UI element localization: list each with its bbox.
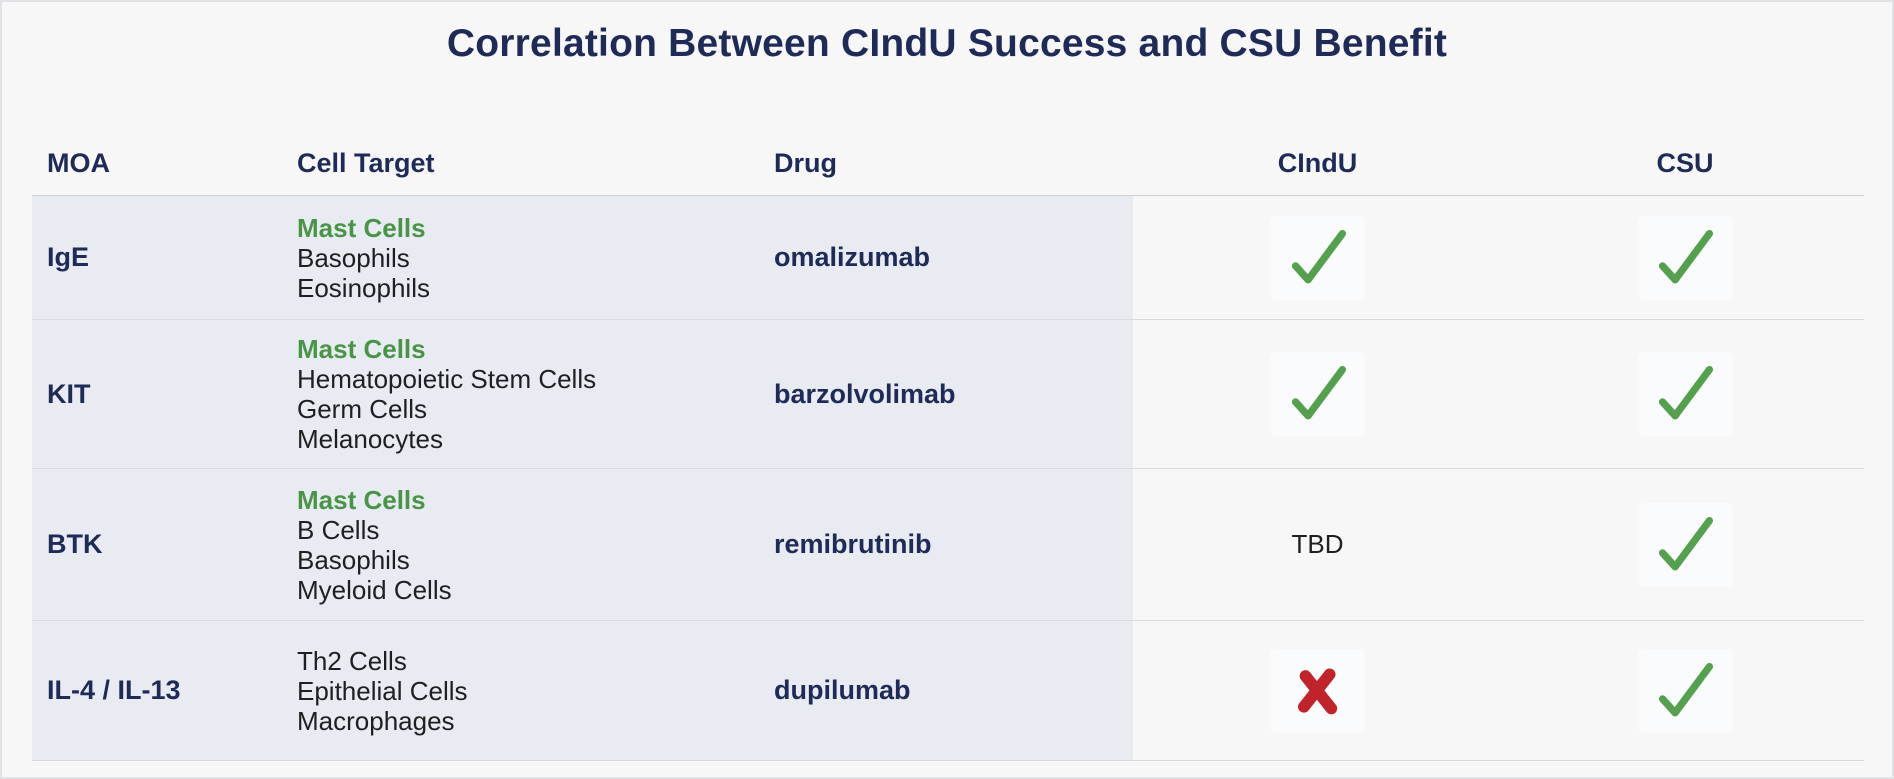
- cell-target-line: Myeloid Cells: [297, 574, 452, 605]
- cell-target-cell: Th2 Cells Epithelial Cells Macrophages: [282, 621, 759, 760]
- cell-target-line: Basophils: [297, 544, 410, 575]
- cell-target-line-highlighted: Mast Cells: [297, 212, 426, 243]
- correlation-table: MOA Cell Target Drug CIndU CSU IgE Mast …: [32, 121, 1864, 761]
- column-header-csu: CSU: [1656, 148, 1714, 178]
- cell-target-line-highlighted: Mast Cells: [297, 334, 426, 364]
- check-icon: [1291, 229, 1346, 283]
- tbd-label: TBD: [1291, 529, 1344, 559]
- header: Correlation Between CIndU Success and CS…: [2, 2, 1892, 66]
- table-row: KIT Mast Cells Hematopoietic Stem Cells Ge…: [32, 320, 1864, 469]
- cell-target-line: Eosinophils: [297, 272, 430, 303]
- check-icon: [1658, 516, 1714, 570]
- check-icon: [1658, 365, 1714, 420]
- cindu-cell: TBD: [1133, 469, 1502, 620]
- cell-target-line: Basophils: [297, 242, 410, 273]
- csu-cell: [1502, 469, 1868, 620]
- check-mark: [1270, 352, 1365, 436]
- cell-target-line: Melanocytes: [297, 424, 443, 454]
- check-mark: [1637, 648, 1733, 733]
- drug-label: barzolvolimab: [774, 378, 956, 409]
- table-row: BTK Mast Cells B Cells Basophils Myeloid Ce…: [32, 469, 1864, 621]
- moa-label: IL-4 / IL-13: [47, 675, 181, 705]
- check-mark: [1270, 215, 1365, 300]
- table-row: IL-4 / IL-13 Th2 Cells Epithelial Cells Ma…: [32, 621, 1864, 761]
- drug-label: dupilumab: [774, 675, 911, 705]
- moa-cell: IL-4 / IL-13: [32, 621, 282, 760]
- moa-cell: IgE: [32, 196, 282, 319]
- cross-icon: [1297, 668, 1337, 714]
- cell-target-line-highlighted: Mast Cells: [297, 484, 426, 515]
- column-header-drug: Drug: [774, 148, 837, 178]
- cell-target-cell: Mast Cells Hematopoietic Stem Cells Germ C…: [282, 320, 759, 468]
- check-mark: [1637, 502, 1733, 587]
- moa-label: IgE: [47, 242, 90, 272]
- cell-target-line: Macrophages: [297, 705, 455, 736]
- cell-target-line: Epithelial Cells: [297, 675, 468, 706]
- cell-target-line: Hematopoietic Stem Cells: [297, 364, 597, 394]
- cell-target-line: Th2 Cells: [297, 645, 407, 676]
- table-header-row: MOA Cell Target Drug CIndU CSU: [32, 121, 1864, 196]
- moa-label: KIT: [47, 378, 91, 409]
- moa-label: BTK: [47, 529, 103, 559]
- column-header-cindu: CIndU: [1277, 148, 1358, 178]
- cindu-cell: [1133, 621, 1502, 760]
- cell-target-cell: Mast Cells B Cells Basophils Myeloid Cells: [282, 469, 759, 620]
- cell-target-line: Germ Cells: [297, 394, 428, 424]
- table-row: IgE Mast Cells Basophils Eosinophils omali…: [32, 196, 1864, 320]
- column-header-moa: MOA: [47, 148, 110, 178]
- check-icon: [1658, 662, 1714, 716]
- check-icon: [1291, 365, 1346, 420]
- drug-label: remibrutinib: [774, 529, 932, 559]
- moa-cell: BTK: [32, 469, 282, 620]
- cindu-cell: [1133, 320, 1502, 468]
- table-body: IgE Mast Cells Basophils Eosinophils omali…: [32, 196, 1864, 761]
- cell-target-cell: Mast Cells Basophils Eosinophils: [282, 196, 759, 319]
- drug-cell: dupilumab: [759, 621, 1133, 760]
- check-mark: [1637, 352, 1733, 436]
- drug-cell: remibrutinib: [759, 469, 1133, 620]
- page-title: Correlation Between CIndU Success and CS…: [446, 22, 1448, 65]
- drug-cell: omalizumab: [759, 196, 1133, 319]
- cell-target-line: B Cells: [297, 514, 380, 545]
- csu-cell: [1502, 320, 1868, 468]
- moa-cell: KIT: [32, 320, 282, 468]
- csu-cell: [1502, 621, 1868, 760]
- cross-mark: [1270, 648, 1365, 733]
- drug-cell: barzolvolimab: [759, 320, 1133, 468]
- check-mark: [1637, 215, 1733, 300]
- drug-label: omalizumab: [774, 242, 931, 272]
- csu-cell: [1502, 196, 1868, 319]
- column-header-cell-target: Cell Target: [297, 148, 435, 178]
- cindu-cell: [1133, 196, 1502, 319]
- check-icon: [1658, 229, 1714, 283]
